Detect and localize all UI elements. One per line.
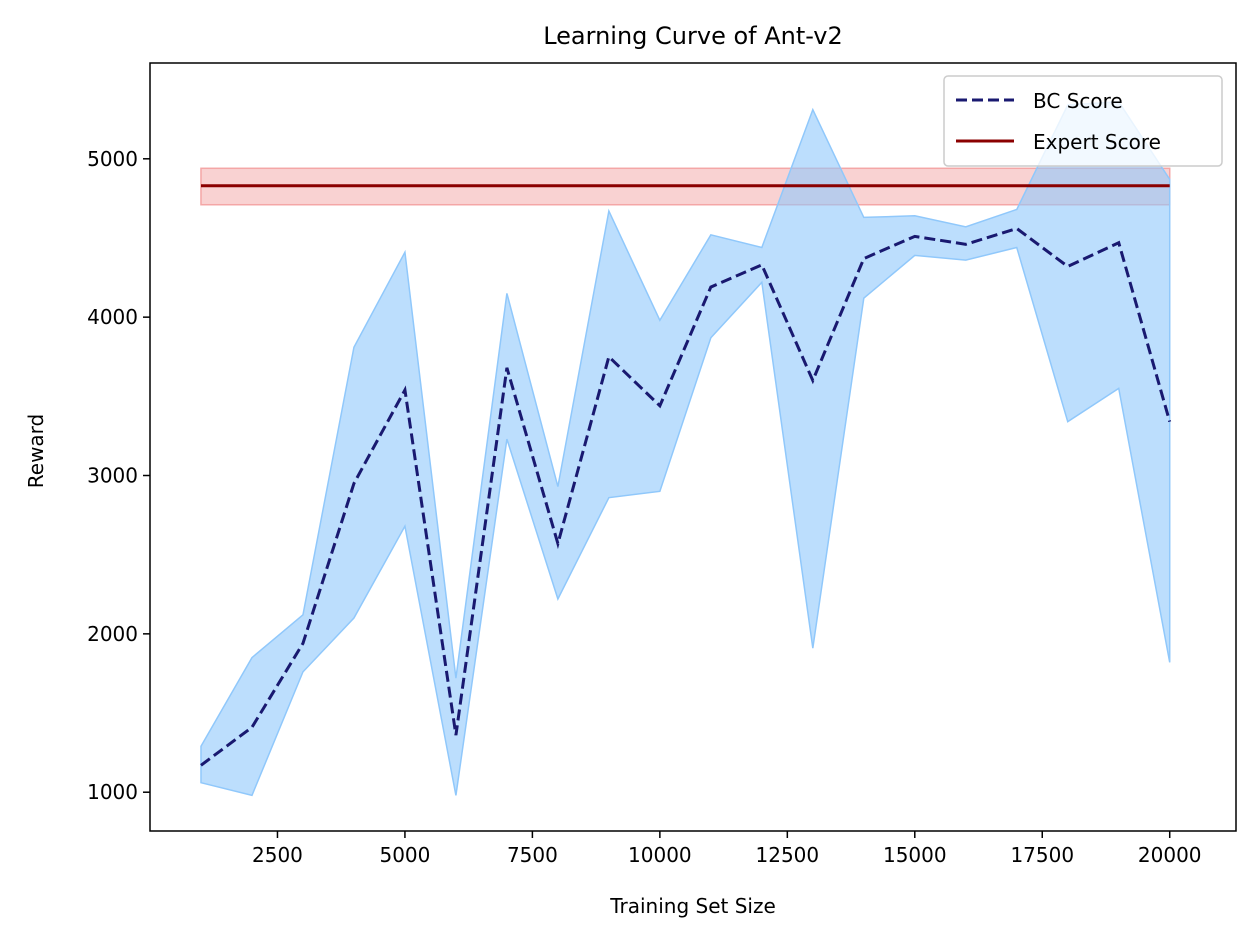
x-tick-label: 15000 <box>883 843 947 867</box>
legend: BC Score Expert Score <box>943 75 1223 167</box>
y-tick-label: 5000 <box>87 147 138 171</box>
x-tick-label: 2500 <box>252 843 303 867</box>
y-tick-label: 2000 <box>87 622 138 646</box>
x-axis-ticks: 2500 5000 7500 10000 12500 15000 17500 20000 <box>252 831 1202 867</box>
legend-label-bc-score: BC Score <box>1033 89 1123 113</box>
x-tick-label: 5000 <box>379 843 430 867</box>
x-tick-label: 17500 <box>1010 843 1074 867</box>
y-tick-label: 1000 <box>87 780 138 804</box>
x-tick-label: 10000 <box>628 843 692 867</box>
y-axis-label: Reward <box>24 414 48 488</box>
bc-score-band <box>200 101 1171 797</box>
bands-layer <box>200 101 1171 797</box>
plot-frame <box>149 62 1237 832</box>
y-tick-label: 4000 <box>87 305 138 329</box>
y-tick-label: 3000 <box>87 464 138 488</box>
legend-label-expert-score: Expert Score <box>1033 130 1161 154</box>
bc-score-line <box>200 226 1172 767</box>
x-tick-label: 12500 <box>756 843 820 867</box>
x-axis-label: Training Set Size <box>609 894 776 918</box>
y-axis-ticks: 1000 2000 3000 4000 5000 <box>87 147 150 804</box>
x-tick-label: 7500 <box>507 843 558 867</box>
lines-layer <box>200 184 1172 767</box>
x-tick-label: 20000 <box>1138 843 1202 867</box>
chart-title: Learning Curve of Ant-v2 <box>543 22 843 50</box>
